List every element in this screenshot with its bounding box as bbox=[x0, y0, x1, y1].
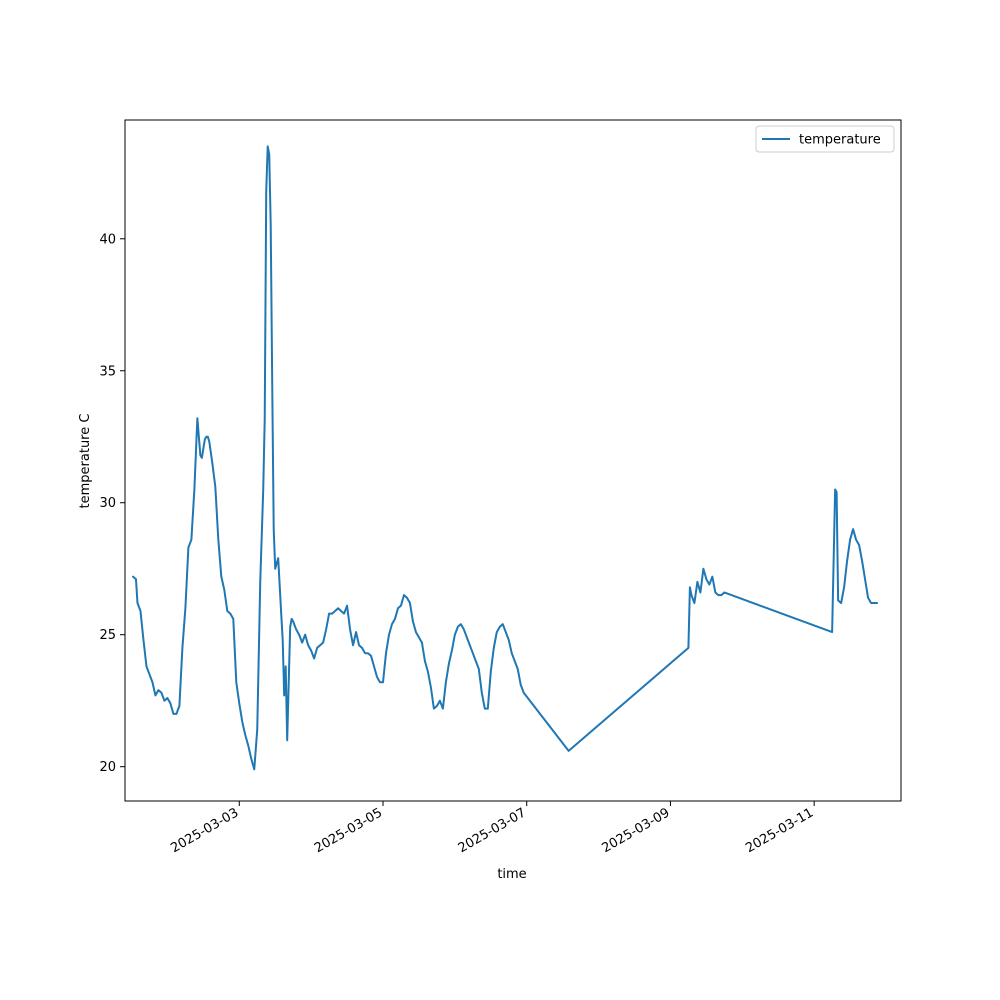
legend-box bbox=[755, 125, 895, 153]
x-tick-label: 2025-03-03 bbox=[168, 805, 241, 856]
y-tick-label: 25 bbox=[99, 628, 116, 643]
legend-label-temperature: temperature bbox=[799, 133, 881, 148]
y-tick-label: 35 bbox=[99, 364, 116, 379]
x-tick-label: 2025-03-11 bbox=[743, 805, 816, 856]
y-tick-label: 30 bbox=[99, 496, 116, 511]
y-axis-title: temperature C bbox=[78, 414, 93, 509]
x-tick-label: 2025-03-05 bbox=[312, 805, 385, 856]
data-layer bbox=[131, 145, 879, 771]
y-tick-label: 20 bbox=[99, 760, 116, 775]
plot-frame bbox=[124, 119, 902, 802]
legend: temperature bbox=[755, 125, 895, 153]
y-axis: 20 25 30 35 40 bbox=[99, 232, 125, 775]
y-tick-label: 40 bbox=[99, 232, 116, 247]
x-axis: 2025-03-03 2025-03-05 2025-03-07 2025-03-09… bbox=[168, 801, 816, 856]
x-axis-title: time bbox=[497, 867, 526, 882]
x-tick-label: 2025-03-09 bbox=[600, 805, 673, 856]
plot-area bbox=[125, 120, 901, 801]
x-tick-label: 2025-03-07 bbox=[456, 805, 529, 856]
series-line-temperature bbox=[131, 145, 879, 771]
